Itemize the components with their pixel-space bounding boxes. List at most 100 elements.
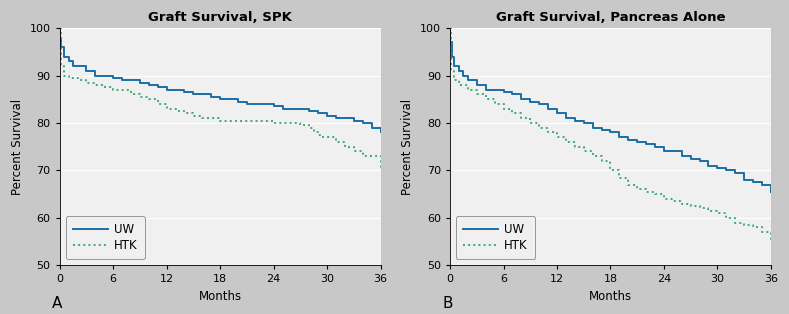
HTK: [606, 169, 615, 172]
UW: [118, 78, 127, 82]
HTK: [82, 81, 92, 84]
UW: [731, 171, 740, 175]
Title: Graft Survival, SPK: Graft Survival, SPK: [148, 11, 292, 24]
UW: [517, 97, 526, 101]
UW: [766, 190, 776, 194]
HTK: [722, 216, 731, 220]
UW: [748, 180, 757, 184]
HTK: [463, 88, 473, 92]
UW: [260, 102, 269, 106]
Y-axis label: Percent Survival: Percent Survival: [402, 99, 414, 195]
HTK: [766, 240, 776, 243]
HTK: [251, 119, 260, 122]
UW: [659, 149, 668, 153]
UW: [296, 107, 305, 111]
UW: [242, 102, 252, 106]
HTK: [447, 69, 456, 73]
UW: [215, 97, 225, 101]
UW: [340, 116, 350, 120]
HTK: [472, 93, 481, 96]
UW: [144, 83, 154, 87]
HTK: [450, 78, 459, 82]
HTK: [757, 230, 767, 234]
UW: [454, 69, 464, 73]
UW: [445, 26, 454, 30]
HTK: [677, 202, 686, 205]
HTK: [242, 119, 252, 122]
HTK: [59, 73, 69, 77]
UW: [305, 109, 314, 113]
HTK: [349, 149, 358, 153]
HTK: [55, 26, 65, 30]
UW: [376, 131, 385, 134]
UW: [695, 159, 705, 163]
UW: [490, 88, 499, 92]
HTK: [224, 119, 234, 122]
UW: [534, 102, 544, 106]
UW: [171, 88, 181, 92]
UW: [650, 145, 660, 149]
HTK: [358, 154, 368, 158]
UW: [234, 100, 243, 104]
Text: A: A: [52, 296, 62, 311]
UW: [623, 138, 633, 141]
UW: [313, 111, 323, 115]
HTK: [73, 78, 82, 82]
HTK: [731, 221, 740, 225]
HTK: [278, 121, 287, 125]
UW: [668, 149, 678, 153]
HTK: [180, 111, 189, 115]
HTK: [91, 83, 100, 87]
UW: [153, 85, 163, 89]
UW: [358, 121, 368, 125]
UW: [278, 107, 287, 111]
HTK: [171, 109, 181, 113]
HTK: [318, 135, 327, 139]
UW: [641, 143, 651, 146]
UW: [189, 93, 198, 96]
HTK: [633, 187, 642, 191]
UW: [197, 93, 207, 96]
HTK: [534, 126, 544, 130]
Y-axis label: Percent Survival: Percent Survival: [11, 99, 24, 195]
UW: [57, 45, 66, 49]
HTK: [525, 121, 535, 125]
Line: UW: UW: [450, 28, 771, 192]
UW: [55, 36, 65, 40]
UW: [108, 76, 118, 80]
HTK: [323, 135, 332, 139]
UW: [331, 116, 341, 120]
UW: [588, 126, 597, 130]
UW: [552, 111, 562, 115]
UW: [224, 97, 234, 101]
HTK: [135, 95, 144, 99]
HTK: [748, 225, 757, 229]
HTK: [162, 107, 171, 111]
UW: [207, 95, 216, 99]
HTK: [650, 192, 660, 196]
UW: [126, 78, 136, 82]
UW: [739, 178, 749, 182]
UW: [544, 107, 553, 111]
HTK: [454, 83, 464, 87]
HTK: [189, 114, 198, 118]
X-axis label: Months: Months: [589, 290, 632, 303]
HTK: [704, 209, 713, 213]
UW: [458, 73, 468, 77]
UW: [561, 116, 570, 120]
UW: [686, 157, 695, 160]
HTK: [118, 88, 127, 92]
HTK: [588, 154, 597, 158]
UW: [499, 90, 508, 94]
UW: [82, 69, 92, 73]
UW: [481, 88, 491, 92]
HTK: [712, 211, 722, 215]
UW: [507, 93, 517, 96]
UW: [55, 26, 65, 30]
HTK: [668, 199, 678, 203]
HTK: [376, 169, 385, 172]
UW: [69, 64, 78, 68]
UW: [633, 140, 642, 144]
UW: [349, 119, 358, 122]
HTK: [313, 133, 323, 137]
